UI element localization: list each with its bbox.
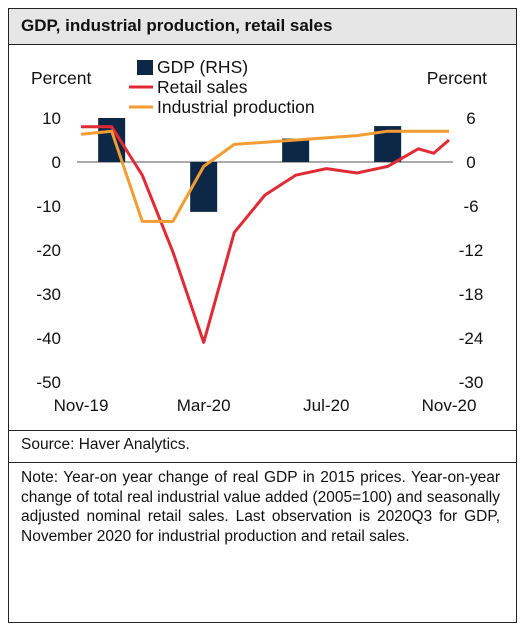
retail-sales-line [81,125,450,344]
plot-layer: Percent Percent 10 0 -10 -20 -30 -40 -50 6 0 -6 -12 -… [31,68,487,415]
chart-panel: GDP, industrial production, retail sales… [8,8,517,623]
right-tick-label: 0 [466,153,475,172]
right-axis-title: Percent [427,68,487,88]
x-tick-label: Jul-20 [303,396,349,415]
industrial-production-line [80,129,449,223]
left-tick-label: 10 [42,109,61,128]
x-tick-label: Nov-20 [422,396,477,415]
right-tick-label: -30 [459,373,484,392]
gdp-bar [190,162,218,212]
legend-label: Retail sales [157,77,248,97]
legend-swatch-gdp [137,60,153,75]
x-tick-label: Mar-20 [177,396,231,415]
right-tick-label: -6 [463,197,478,216]
legend-label: GDP (RHS) [157,57,248,77]
legend-label: Industrial production [157,97,315,117]
footnote: Note: Year-on year change of real GDP in… [9,462,516,546]
chart-title: GDP, industrial production, retail sales [21,16,333,35]
title-bar: GDP, industrial production, retail sales [9,9,516,45]
right-tick-label: -24 [459,329,484,348]
chart-area: Percent Percent 10 0 -10 -20 -30 -40 -50 6 0 -6 -12 -… [31,57,487,415]
left-axis-title: Percent [31,68,91,88]
left-tick-label: -10 [36,197,61,216]
left-tick-label: -20 [36,241,61,260]
gdp-bar [282,138,310,162]
left-tick-label: -50 [36,373,61,392]
right-tick-label: 6 [466,109,475,128]
right-tick-label: -18 [459,285,484,304]
left-tick-label: 0 [52,153,61,172]
right-tick-label: -12 [459,241,484,260]
left-tick-label: -40 [36,329,61,348]
left-tick-label: -30 [36,285,61,304]
source-note: Source: Haver Analytics. [9,430,516,462]
x-tick-label: Nov-19 [54,396,109,415]
